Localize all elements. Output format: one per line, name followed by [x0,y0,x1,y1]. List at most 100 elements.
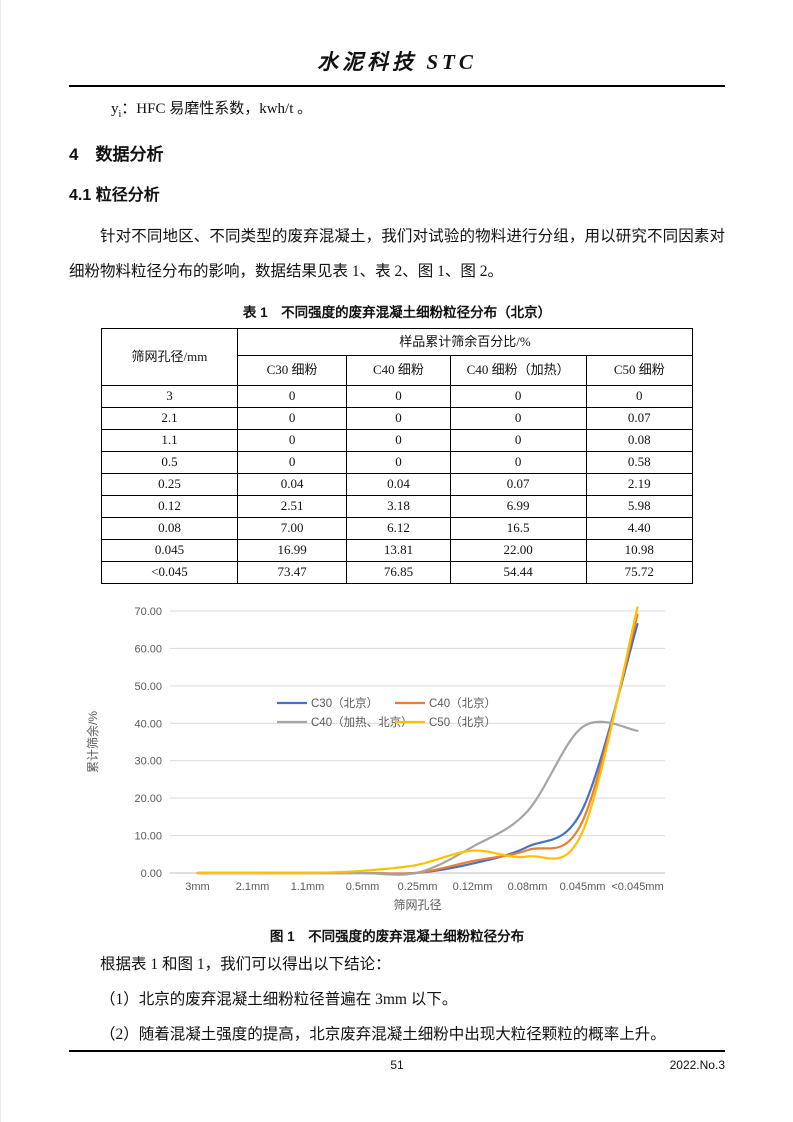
mesh-size-cell: 1.1 [101,429,238,452]
table-row: 0.5 0 0 0 0.58 [101,451,694,474]
table-body: 3 0 0 0 0 2.1 0 0 0 0.07 1.1 0 0 0 0.08 0.5 0 0 0 0.58 0.25 0… [101,385,694,584]
percent-cell: 0 [346,407,451,430]
y-tick-label: 60.00 [134,643,162,655]
y-tick-label: 30.00 [134,756,162,768]
table-row: 0.045 16.99 13.81 22.00 10.98 [101,539,694,562]
y-tick-label: 10.00 [134,831,162,843]
x-tick-label: 2.1mm [236,881,270,893]
percent-cell: 16.5 [449,517,587,540]
formula-subscript: i [118,109,122,120]
percent-cell: 0.04 [346,473,451,496]
percent-cell: 6.12 [346,517,451,540]
header-rule [69,85,725,87]
legend-label: C40（北京） [429,696,496,710]
y-axis-title: 累计筛余/% [85,711,100,773]
formula-note: yi：HFC 易磨性系数，kwh/t 。 [111,97,725,120]
mesh-size-cell: 3 [101,385,238,408]
x-tick-label: 0.08mm [508,881,548,893]
percent-cell: 2.19 [585,473,694,496]
conclusion-item-2: （2）随着混凝土强度的提高，北京废弃混凝土细粉中出现大粒径颗粒的概率上升。 [100,1026,666,1043]
table-subheader: C30 细粉 [236,355,348,386]
mesh-size-cell: 0.25 [101,473,238,496]
percent-cell: 0 [236,429,348,452]
percent-cell: 6.99 [449,495,587,518]
percent-cell: 5.98 [585,495,694,518]
percent-cell: 22.00 [449,539,587,562]
y-tick-label: 0.00 [141,868,162,880]
percent-cell: 75.72 [585,561,694,584]
table-row: 0.08 7.00 6.12 16.5 4.40 [101,517,694,540]
figure-caption: 图 1 不同强度的废弃混凝土细粉粒径分布 [269,929,525,944]
percent-cell: 0 [346,385,451,408]
table-subheader: C40 细粉（加热） [449,355,587,386]
subsection-heading: 4.1 粒径分析 [69,187,160,204]
table-row: 1.1 0 0 0 0.08 [101,429,694,452]
x-tick-label: 1.1mm [291,881,325,893]
table-subheader-row: C30 细粉 C40 细粉 C40 细粉（加热） C50 细粉 [102,355,694,386]
series-line-c50 [196,606,639,875]
percent-cell: 76.85 [346,561,451,584]
percent-cell: 0 [449,385,587,408]
percent-cell: 3.18 [346,495,451,518]
table-row: 0.25 0.04 0.04 0.07 2.19 [101,473,694,496]
percent-cell: 0 [346,429,451,452]
intro-paragraph: 针对不同地区、不同类型的废弃混凝土，我们对试验的物料进行分组，用以研究不同因素对… [69,228,725,280]
percent-cell: 73.47 [236,561,348,584]
x-tick-label: 0.045mm [560,881,606,893]
percent-cell: 0.58 [585,451,694,474]
mesh-size-cell: 0.5 [101,451,238,474]
percent-cell: 0.04 [236,473,348,496]
y-tick-label: 20.00 [134,793,162,805]
percent-cell: 0 [449,451,587,474]
percent-cell: 0 [236,451,348,474]
percent-cell: 54.44 [449,561,587,584]
x-tick-label: 0.25mm [398,881,438,893]
percent-cell: 2.51 [236,495,348,518]
table-row: 0.12 2.51 3.18 6.99 5.98 [101,495,694,518]
percent-cell: 0 [236,407,348,430]
percent-cell: 0 [449,407,587,430]
percent-cell: 0 [236,385,348,408]
legend-label: C50（北京） [429,715,496,729]
journal-title: 水泥科技 STC [317,50,477,74]
percent-cell: 0 [585,385,694,408]
series-line-c30 [196,623,639,875]
legend-label: C30（北京） [311,696,378,710]
table-subheader: C50 细粉 [585,355,694,386]
mesh-size-cell: 0.12 [101,495,238,518]
conclusion-item-1: （1）北京的废弃混凝土细粉粒径普遍在 3mm 以下。 [100,991,458,1008]
x-axis-title: 筛网孔径 [393,897,441,912]
legend-label: C40（加热、北京） [311,715,413,729]
table-subheader: C40 细粉 [346,355,451,386]
percent-cell: 0 [346,451,451,474]
y-tick-label: 40.00 [134,718,162,730]
mesh-size-cell: 0.08 [101,517,238,540]
mesh-size-cell: <0.045 [101,561,238,584]
formula-description: ：HFC 易磨性系数，kwh/t 。 [121,101,313,117]
percent-cell: 0.07 [449,473,587,496]
particle-size-table: 筛网孔径/mm 样品累计筛余百分比/% C30 细粉 C40 细粉 C40 细粉… [101,328,694,584]
issue-number: 2022.No.3 [669,1058,725,1072]
x-tick-label: 0.12mm [453,881,493,893]
y-tick-label: 70.00 [134,606,162,618]
mesh-size-cell: 2.1 [101,407,238,430]
conclusion-intro: 根据表 1 和图 1，我们可以得出以下结论： [100,956,391,973]
percent-cell: 0.07 [585,407,694,430]
series-line-c40 [196,613,639,875]
table-row: <0.045 73.47 76.85 54.44 75.72 [101,561,694,584]
table-group-header: 样品累计筛余百分比/% [236,328,694,356]
conclusions-block: 根据表 1 和图 1，我们可以得出以下结论： （1）北京的废弃混凝土细粉粒径普遍… [69,947,725,1052]
mesh-size-cell: 0.045 [101,539,238,562]
x-tick-label: <0.045mm [611,881,663,893]
x-tick-label: 3mm [185,881,209,893]
y-tick-label: 50.00 [134,681,162,693]
percent-cell: 13.81 [346,539,451,562]
percent-cell: 10.98 [585,539,694,562]
percent-cell: 0.08 [585,429,694,452]
page-number: 51 [390,1058,404,1072]
figure-1-chart: 0.00 10.00 20.00 30.00 40.00 50.00 60.00 70.00 3… [85,598,725,921]
table-row: 2.1 0 0 0 0.07 [101,407,694,430]
line-chart: 0.00 10.00 20.00 30.00 40.00 50.00 60.00 70.00 3… [85,606,665,912]
percent-cell: 16.99 [236,539,348,562]
